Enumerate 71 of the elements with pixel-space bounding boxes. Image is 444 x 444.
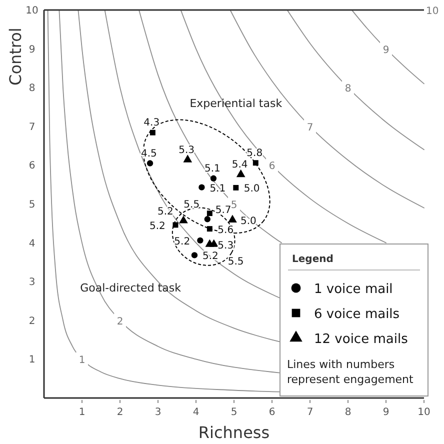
y-tick-label: 6 <box>28 160 36 172</box>
y-axis-title: Control <box>6 28 25 86</box>
annotation: 5.1 <box>204 163 220 174</box>
point <box>209 239 218 247</box>
y-tick-label: 2 <box>28 316 36 327</box>
y-tick-label: 1 <box>28 354 36 366</box>
annotation: 5.5 <box>184 199 200 210</box>
y-tick-label: 3 <box>28 277 36 288</box>
point <box>198 184 205 190</box>
series-label: 1 <box>78 355 86 366</box>
point <box>150 130 156 136</box>
annotation: 5.8 <box>246 148 263 159</box>
point <box>236 169 246 178</box>
point <box>210 175 217 182</box>
annotation: 5.2 <box>157 206 174 218</box>
annotation: 5.3 <box>218 240 234 252</box>
x-tick-label: 8 <box>344 407 352 418</box>
annotation: 5.3 <box>178 144 195 156</box>
x-tick-label: 6 <box>268 407 276 418</box>
line-series <box>286 10 424 150</box>
series-label: 9 <box>382 44 390 56</box>
x-tick-label: 4 <box>192 407 200 418</box>
series-label: 5 <box>230 200 238 211</box>
annotation: 5.2 <box>174 236 190 248</box>
annotation: Goal-directed task <box>80 281 182 294</box>
annotation: 5.2 <box>202 251 218 262</box>
annotation: 5.0 <box>244 184 260 195</box>
y-tick-label: 5 <box>28 200 36 210</box>
legend-label: 12 voice mails <box>314 332 408 347</box>
annotation: Experiential task <box>190 97 283 110</box>
text: 10 <box>426 6 439 17</box>
point <box>233 184 239 190</box>
y-tick-label: 8 <box>28 83 36 94</box>
x-tick-label: 10 <box>418 407 430 418</box>
legend-label: 6 voice mails <box>314 307 400 322</box>
y-tick-label: 7 <box>28 122 36 133</box>
annotation: Lines with numbers represent engagement <box>287 358 414 386</box>
y-tick-label: 9 <box>28 44 36 56</box>
point <box>204 216 210 222</box>
x-tick-label: 1 <box>78 407 86 418</box>
annotation: 5.7 <box>215 205 232 216</box>
point <box>206 210 212 216</box>
annotation: 4.5 <box>141 148 157 160</box>
point <box>197 237 204 244</box>
legend-label: 1 voice mail <box>314 282 393 297</box>
legend-title: Legend <box>292 254 334 265</box>
point <box>183 154 192 162</box>
annotation: 5.2 <box>149 220 166 232</box>
annotation: 5.5 <box>228 256 244 268</box>
x-axis-title: Richness <box>198 423 270 442</box>
annotation: 4.3 <box>144 118 160 129</box>
point <box>146 160 154 166</box>
annotation: 5.4 <box>232 160 248 171</box>
point <box>191 252 198 258</box>
line-series <box>78 10 280 342</box>
series-label: 2 <box>116 316 124 328</box>
y-tick-label: 10 <box>26 6 38 16</box>
x-tick-label: 3 <box>154 407 162 418</box>
y-tick-label: 4 <box>28 238 36 250</box>
x-tick-label: 5 <box>230 407 238 418</box>
series-label: 6 <box>268 161 276 172</box>
point <box>228 214 237 222</box>
point <box>179 216 188 224</box>
line-series <box>351 10 424 84</box>
x-tick-label: 9 <box>382 407 390 418</box>
annotation: 5.1 <box>210 183 226 194</box>
series-label: 8 <box>344 84 352 95</box>
annotation: 5.0 <box>240 216 256 227</box>
x-tick-label: 7 <box>306 407 314 418</box>
series-label: 7 <box>306 122 314 134</box>
x-tick-label: 2 <box>116 407 124 418</box>
